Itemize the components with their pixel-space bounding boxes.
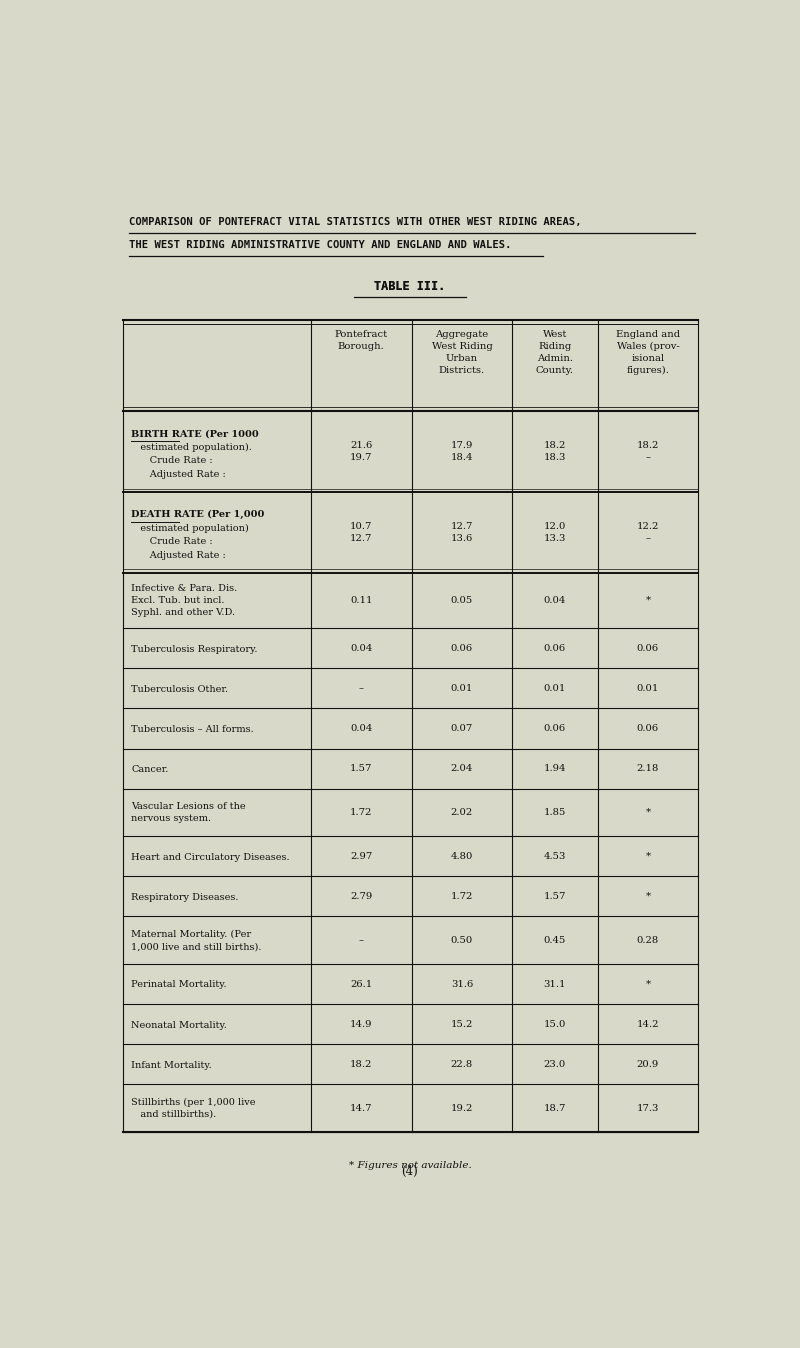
Text: 2.02: 2.02 xyxy=(451,807,473,817)
Text: 12.7
13.6: 12.7 13.6 xyxy=(450,522,473,543)
Text: Neonatal Mortality.: Neonatal Mortality. xyxy=(131,1020,227,1030)
Text: 1.94: 1.94 xyxy=(544,764,566,772)
Text: 14.2: 14.2 xyxy=(637,1019,659,1029)
Text: 1.57: 1.57 xyxy=(350,764,372,772)
Text: 15.2: 15.2 xyxy=(450,1019,473,1029)
Text: 12.2
–: 12.2 – xyxy=(637,522,659,543)
Text: Adjusted Rate :: Adjusted Rate : xyxy=(131,469,226,479)
Text: 1.72: 1.72 xyxy=(350,807,372,817)
Text: COMPARISON OF PONTEFRACT VITAL STATISTICS WITH OTHER WEST RIDING AREAS,: COMPARISON OF PONTEFRACT VITAL STATISTIC… xyxy=(130,217,582,228)
Text: Tuberculosis Respiratory.: Tuberculosis Respiratory. xyxy=(131,644,258,654)
Text: Vascular Lesions of the
nervous system.: Vascular Lesions of the nervous system. xyxy=(131,802,246,824)
Text: 2.18: 2.18 xyxy=(637,764,659,772)
Text: 26.1: 26.1 xyxy=(350,980,372,988)
Text: Heart and Circulatory Diseases.: Heart and Circulatory Diseases. xyxy=(131,853,290,861)
Text: England and
Wales (prov-
isional
figures).: England and Wales (prov- isional figures… xyxy=(616,330,680,376)
Text: *: * xyxy=(646,852,650,861)
Text: 15.0: 15.0 xyxy=(544,1019,566,1029)
Text: 2.79: 2.79 xyxy=(350,892,372,900)
Text: 0.04: 0.04 xyxy=(350,644,372,652)
Text: *: * xyxy=(646,892,650,900)
Text: Aggregate
West Riding
Urban
Districts.: Aggregate West Riding Urban Districts. xyxy=(431,330,492,375)
Text: estimated population).: estimated population). xyxy=(131,442,252,452)
Text: –: – xyxy=(358,936,364,945)
Text: Tuberculosis – All forms.: Tuberculosis – All forms. xyxy=(131,725,254,733)
Text: BIRTH RATE (Per 1000: BIRTH RATE (Per 1000 xyxy=(131,429,258,438)
Text: * Figures not available.: * Figures not available. xyxy=(349,1161,471,1170)
Text: 12.0
13.3: 12.0 13.3 xyxy=(544,522,566,543)
Text: *: * xyxy=(646,596,650,605)
Text: Perinatal Mortality.: Perinatal Mortality. xyxy=(131,980,226,989)
Text: 0.11: 0.11 xyxy=(350,596,373,605)
Text: 0.04: 0.04 xyxy=(350,724,372,733)
Text: 0.01: 0.01 xyxy=(544,683,566,693)
Text: Respiratory Diseases.: Respiratory Diseases. xyxy=(131,892,238,902)
Text: 0.50: 0.50 xyxy=(451,936,473,945)
Text: 20.9: 20.9 xyxy=(637,1060,659,1069)
Text: Adjusted Rate :: Adjusted Rate : xyxy=(131,550,226,559)
Text: 14.7: 14.7 xyxy=(350,1104,373,1112)
Text: Tuberculosis Other.: Tuberculosis Other. xyxy=(131,685,228,694)
Text: Crude Rate :: Crude Rate : xyxy=(131,537,213,546)
Text: (4): (4) xyxy=(402,1165,418,1178)
Text: 0.07: 0.07 xyxy=(451,724,473,733)
Text: 4.80: 4.80 xyxy=(450,852,473,861)
Text: 19.2: 19.2 xyxy=(450,1104,473,1112)
Text: *: * xyxy=(646,980,650,988)
Text: Pontefract
Borough.: Pontefract Borough. xyxy=(334,330,388,350)
Text: 0.28: 0.28 xyxy=(637,936,659,945)
Text: 0.06: 0.06 xyxy=(451,644,473,652)
Text: 18.2: 18.2 xyxy=(350,1060,372,1069)
Text: West
Riding
Admin.
County.: West Riding Admin. County. xyxy=(536,330,574,375)
Text: 18.2
–: 18.2 – xyxy=(637,441,659,462)
Text: 1.72: 1.72 xyxy=(450,892,473,900)
Text: 31.1: 31.1 xyxy=(544,980,566,988)
Text: TABLE III.: TABLE III. xyxy=(374,280,446,294)
Text: 0.45: 0.45 xyxy=(544,936,566,945)
Text: 0.06: 0.06 xyxy=(637,724,659,733)
Text: 18.7: 18.7 xyxy=(544,1104,566,1112)
Text: 17.9
18.4: 17.9 18.4 xyxy=(450,441,473,462)
Text: –: – xyxy=(358,683,364,693)
Text: 18.2
18.3: 18.2 18.3 xyxy=(544,441,566,462)
Text: 1.57: 1.57 xyxy=(544,892,566,900)
Text: 0.04: 0.04 xyxy=(544,596,566,605)
Text: 0.01: 0.01 xyxy=(637,683,659,693)
Text: 0.06: 0.06 xyxy=(544,644,566,652)
Text: 2.97: 2.97 xyxy=(350,852,372,861)
Text: 17.3: 17.3 xyxy=(637,1104,659,1112)
Text: TABLE III.: TABLE III. xyxy=(374,280,446,294)
Text: Infective & Para. Dis.
Excl. Tub. but incl.
Syphl. and other V.D.: Infective & Para. Dis. Excl. Tub. but in… xyxy=(131,584,238,617)
Text: DEATH RATE (Per 1,000: DEATH RATE (Per 1,000 xyxy=(131,510,264,519)
Text: 0.06: 0.06 xyxy=(637,644,659,652)
Text: 22.8: 22.8 xyxy=(451,1060,473,1069)
Text: THE WEST RIDING ADMINISTRATIVE COUNTY AND ENGLAND AND WALES.: THE WEST RIDING ADMINISTRATIVE COUNTY AN… xyxy=(130,240,512,251)
Text: 14.9: 14.9 xyxy=(350,1019,373,1029)
Text: *: * xyxy=(646,807,650,817)
Text: 10.7
12.7: 10.7 12.7 xyxy=(350,522,372,543)
Text: 23.0: 23.0 xyxy=(544,1060,566,1069)
Text: Infant Mortality.: Infant Mortality. xyxy=(131,1061,212,1069)
Text: Stillbirths (per 1,000 live
   and stillbirths).: Stillbirths (per 1,000 live and stillbir… xyxy=(131,1097,255,1119)
Text: 21.6
19.7: 21.6 19.7 xyxy=(350,441,372,462)
Text: 31.6: 31.6 xyxy=(451,980,473,988)
Text: 1.85: 1.85 xyxy=(544,807,566,817)
Text: 0.01: 0.01 xyxy=(450,683,473,693)
Text: Maternal Mortality. (Per
1,000 live and still births).: Maternal Mortality. (Per 1,000 live and … xyxy=(131,930,262,952)
Text: 4.53: 4.53 xyxy=(544,852,566,861)
Text: Cancer.: Cancer. xyxy=(131,764,168,774)
Text: estimated population): estimated population) xyxy=(131,523,249,532)
Text: Crude Rate :: Crude Rate : xyxy=(131,456,213,465)
Text: 0.05: 0.05 xyxy=(451,596,473,605)
Text: 2.04: 2.04 xyxy=(450,764,473,772)
Text: 0.06: 0.06 xyxy=(544,724,566,733)
